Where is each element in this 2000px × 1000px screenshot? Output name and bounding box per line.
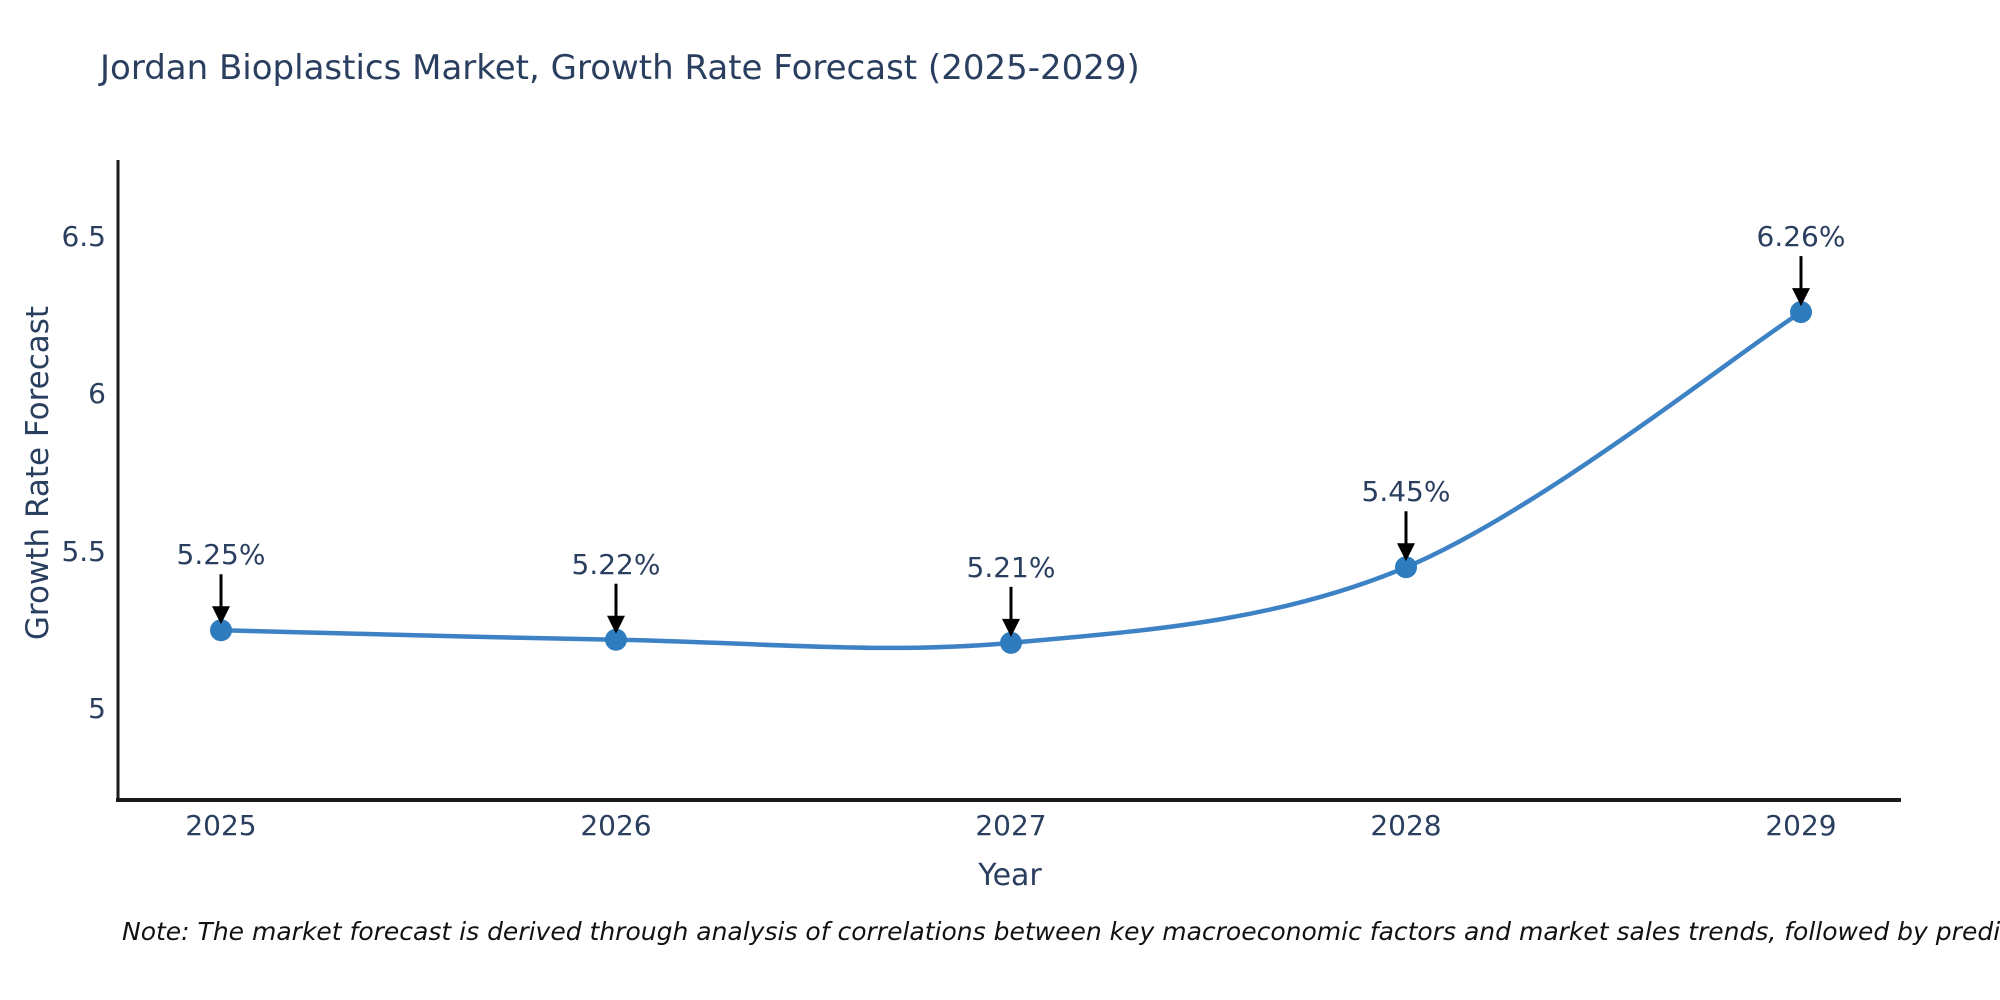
- point-value-label: 5.22%: [571, 547, 661, 581]
- annotation-arrow-head: [1397, 543, 1415, 562]
- point-value-label: 6.26%: [1756, 220, 1846, 254]
- y-tick-label: 5.5: [61, 534, 106, 568]
- data-point-2025: [210, 619, 232, 642]
- point-value-label: 5.25%: [176, 538, 266, 572]
- y-axis-title: Growth Rate Forecast: [20, 305, 56, 641]
- chart-title: Jordan Bioplastics Market, Growth Rate F…: [100, 48, 1140, 88]
- point-value-label: 5.21%: [966, 550, 1056, 584]
- annotation-arrow-head: [212, 606, 230, 625]
- annotation-arrow-head: [1792, 288, 1810, 307]
- y-tick-label: 6: [88, 377, 106, 410]
- x-tick-label: 2029: [1765, 809, 1837, 842]
- data-point-2026: [605, 628, 627, 651]
- annotation-arrow-head: [607, 615, 625, 634]
- x-axis-title: Year: [978, 858, 1042, 893]
- footnote: Note: The market forecast is derived thr…: [122, 917, 2000, 946]
- annotation-arrow-head: [1002, 618, 1020, 637]
- y-tick-label: 5: [88, 692, 106, 725]
- data-point-2028: [1395, 556, 1417, 579]
- x-tick-label: 2026: [580, 809, 652, 842]
- x-tick-label: 2028: [1370, 809, 1442, 842]
- x-tick-label: 2027: [975, 809, 1047, 842]
- data-point-2029: [1790, 301, 1812, 324]
- x-tick-label: 2025: [185, 809, 257, 842]
- data-point-2027: [1000, 631, 1022, 654]
- point-value-label: 5.45%: [1361, 475, 1451, 509]
- y-tick-label: 6.5: [61, 219, 106, 253]
